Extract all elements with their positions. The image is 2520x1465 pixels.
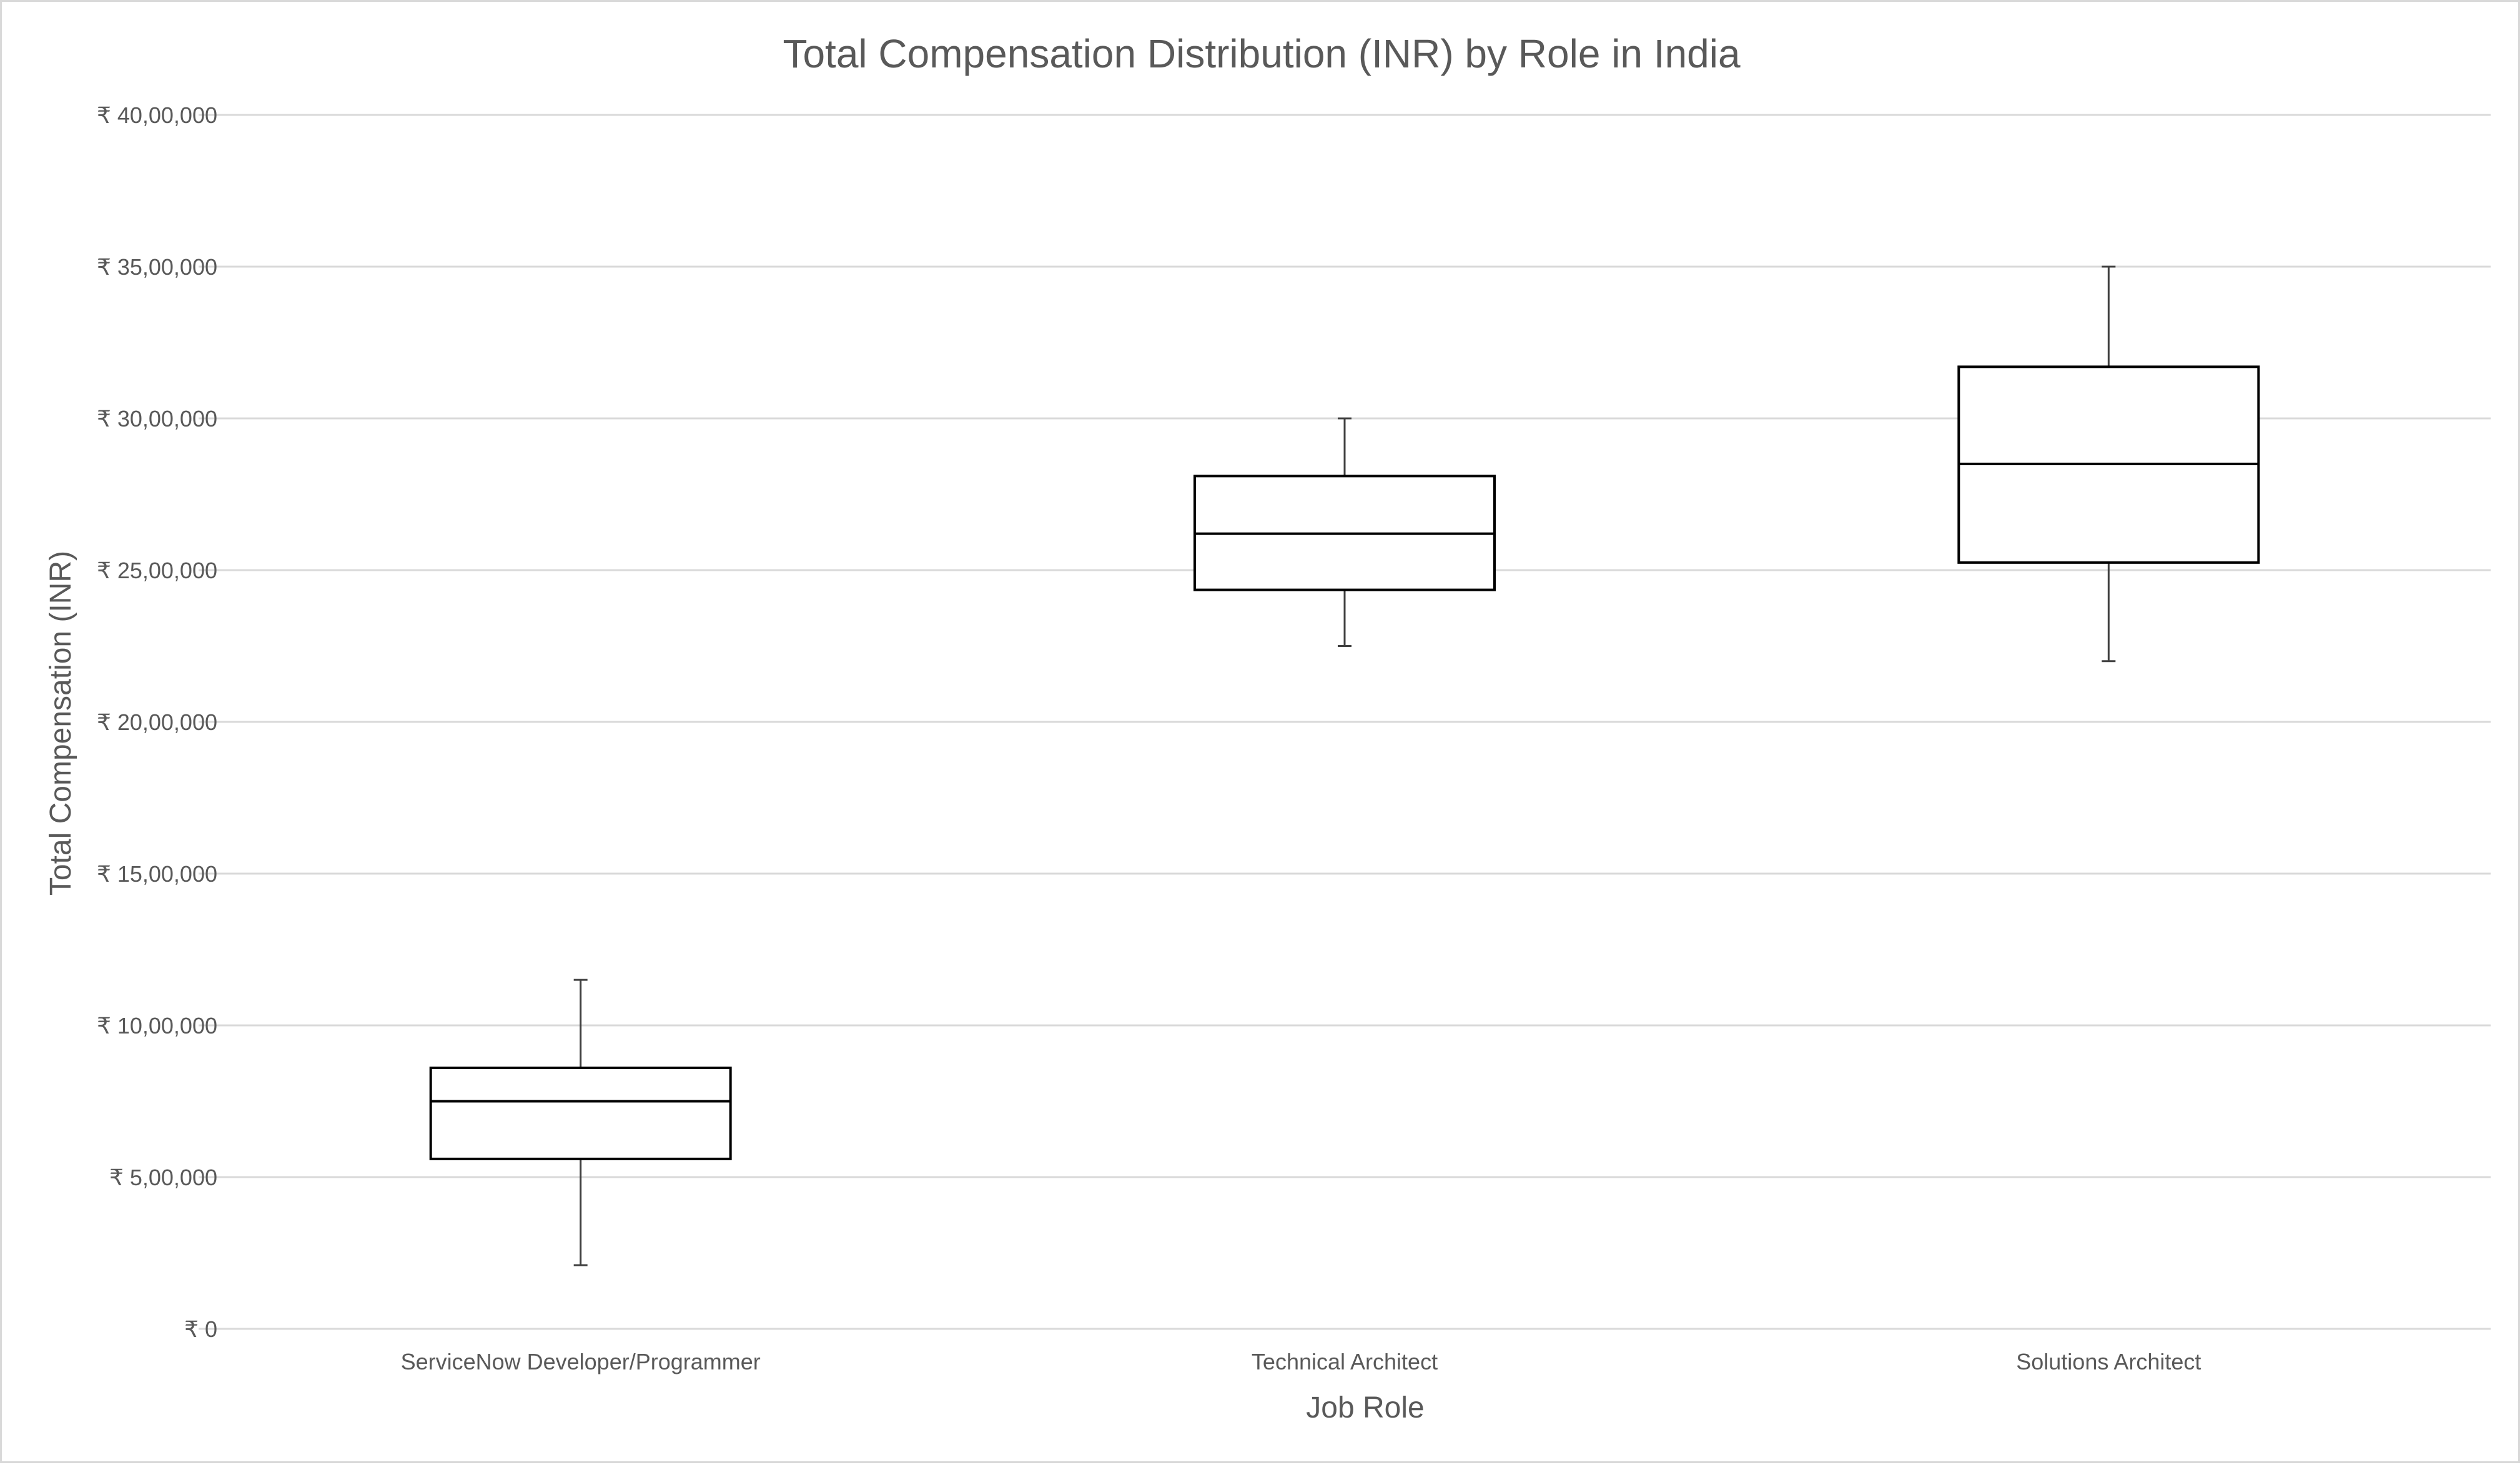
y-tick-label: ₹ 35,00,000 — [97, 254, 217, 280]
chart-title: Total Compensation Distribution (INR) by… — [783, 31, 1741, 76]
box-iqr — [429, 1067, 732, 1160]
y-tick-label: ₹ 10,00,000 — [97, 1013, 217, 1038]
y-tick-label: ₹ 40,00,000 — [97, 102, 217, 128]
box-group — [1193, 417, 1496, 647]
x-tick-label: ServiceNow Developer/Programmer — [401, 1349, 761, 1374]
box-group — [429, 979, 732, 1266]
x-axis-ticks: ServiceNow Developer/Programmer Technical… — [401, 1349, 2201, 1374]
y-tick-label: ₹ 25,00,000 — [97, 558, 217, 583]
boxes — [429, 265, 2260, 1266]
y-tick-label: ₹ 30,00,000 — [97, 406, 217, 432]
y-tick-label: ₹ 15,00,000 — [97, 861, 217, 887]
box-group — [1957, 265, 2260, 663]
y-tick-label: ₹ 0 — [184, 1316, 217, 1342]
y-axis-ticks: ₹ 0 ₹ 5,00,000 ₹ 10,00,000 ₹ 15,00,000 ₹ 20,… — [97, 102, 217, 1342]
x-axis-title: Job Role — [1306, 1391, 1424, 1424]
y-tick-label: ₹ 5,00,000 — [109, 1165, 217, 1190]
x-tick-label: Solutions Architect — [2016, 1349, 2201, 1374]
y-tick-label: ₹ 20,00,000 — [97, 709, 217, 735]
y-axis-title: Total Compensation (INR) — [44, 551, 77, 895]
x-tick-label: Technical Architect — [1252, 1349, 1438, 1374]
